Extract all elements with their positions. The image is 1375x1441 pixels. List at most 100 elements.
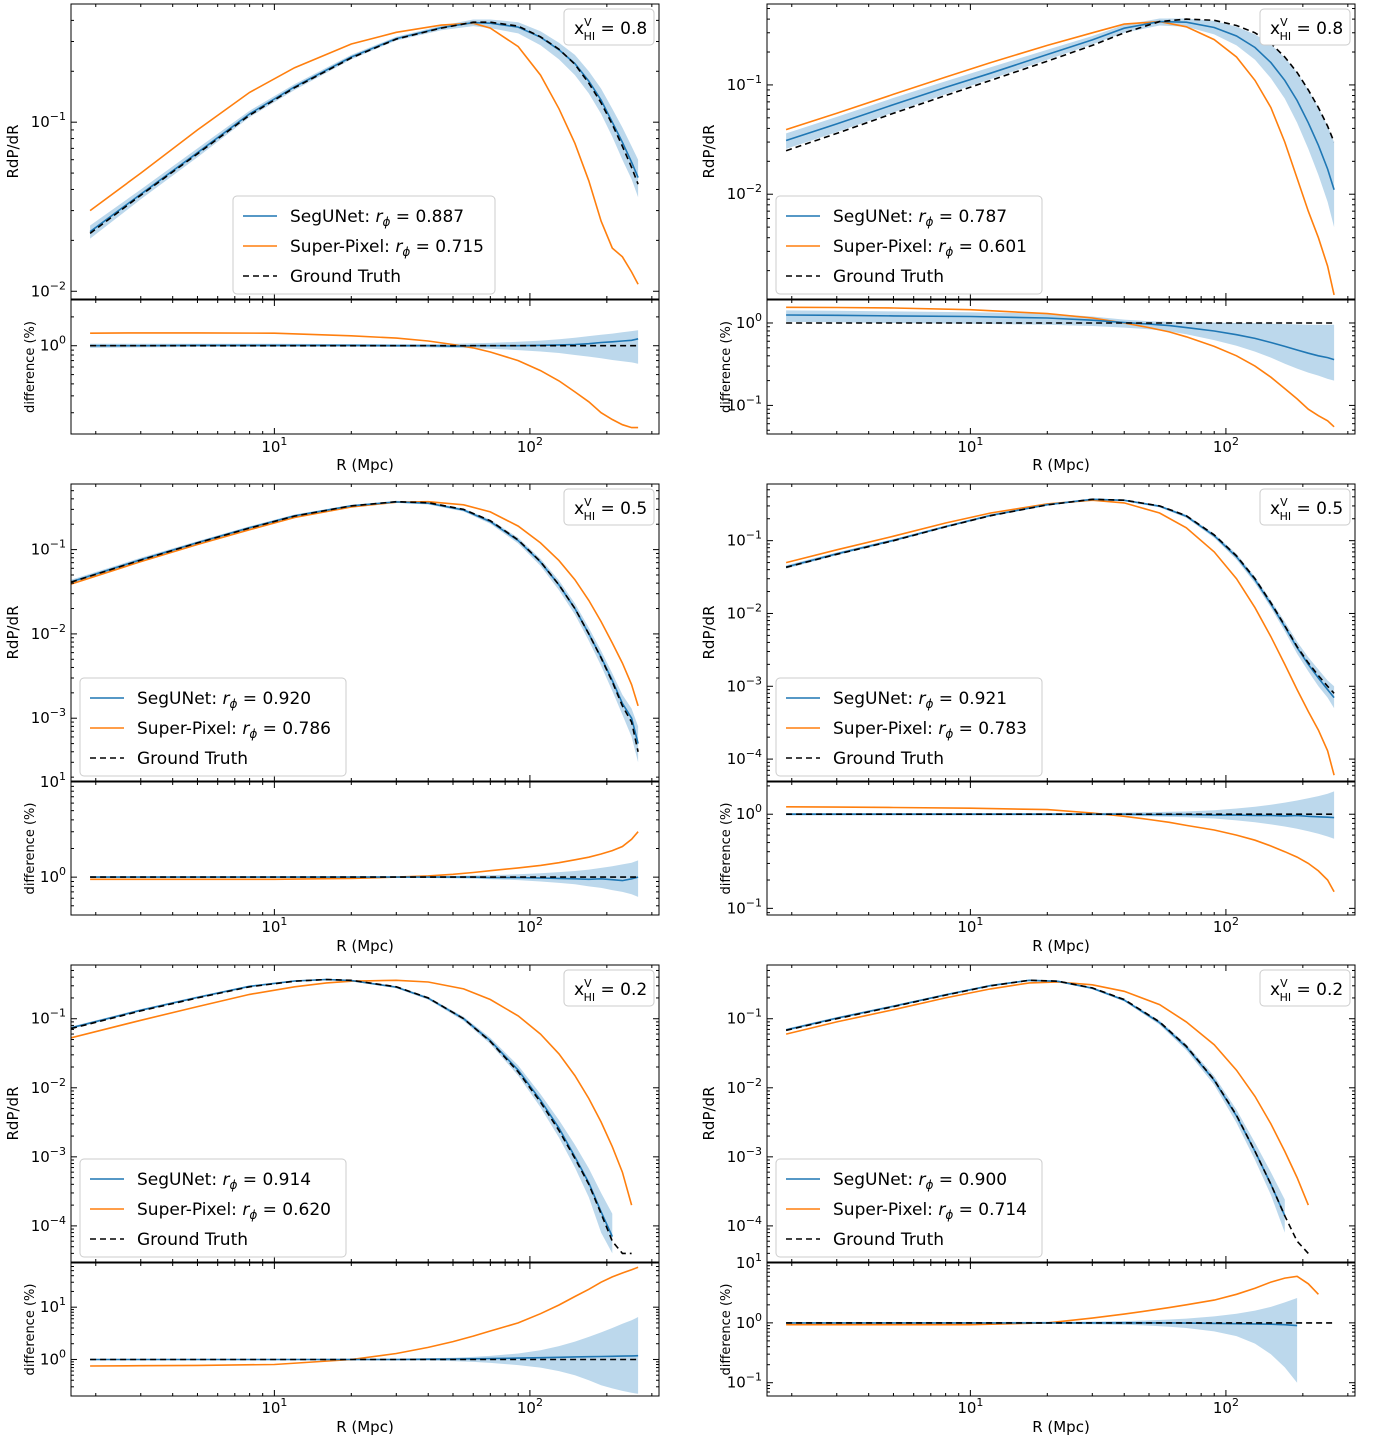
y-tick-label-top: 10−1	[727, 73, 762, 94]
y-tick-label-top: 10−1	[31, 1007, 66, 1028]
superpixel-line-top	[785, 499, 1335, 776]
axes-frame-top	[766, 3, 1356, 300]
legend-label-superpixel: Super-Pixel: rϕ = 0.601	[833, 237, 1027, 259]
y-axis-label-top: RdP/dR	[4, 606, 22, 660]
xhi-badge	[563, 969, 655, 1007]
y-tick-label-bottom: 100	[40, 865, 66, 886]
segunet-band-bottom	[90, 330, 639, 364]
panel-top-right: 101 102 10−2 10−1 10−1 100 R (Mpc) RdP/dR differ…	[700, 3, 1356, 474]
x-tick-label: 101	[957, 1396, 983, 1417]
truth-line-top	[71, 500, 639, 752]
segunet-band-bottom	[786, 310, 1335, 381]
y-tick-label-bottom: 10−1	[727, 1371, 762, 1392]
y-tick-label-top: 10−3	[727, 1145, 762, 1166]
y-tick-label-bottom: 101	[736, 1251, 762, 1272]
segunet-line-top	[785, 20, 1335, 190]
y-tick-label-top: 10−2	[727, 601, 762, 622]
superpixel-line-bottom	[90, 332, 639, 429]
y-tick-label-top: 10−4	[727, 747, 762, 768]
y-tick-label-bottom: 100	[736, 802, 762, 823]
segunet-line-bottom	[786, 314, 1335, 361]
xhi-badge-text: xV HI = 0.8	[1270, 16, 1343, 43]
legend-box	[775, 1158, 1043, 1258]
xhi-badge	[563, 488, 655, 526]
y-tick-label-top: 10−1	[31, 110, 66, 131]
legend: SegUNet: rϕ = 0.921 Super-Pixel: rϕ = 0.7…	[775, 677, 1043, 777]
y-tick-label-top: 10−3	[727, 674, 762, 695]
y-axis-label-bottom: difference (%)	[719, 1284, 734, 1376]
legend: SegUNet: rϕ = 0.920 Super-Pixel: rϕ = 0.7…	[79, 677, 347, 777]
legend: SegUNet: rϕ = 0.914 Super-Pixel: rϕ = 0.6…	[79, 1158, 347, 1258]
xhi-badge-text: xV HI = 0.8	[574, 16, 647, 43]
legend: SegUNet: rϕ = 0.900 Super-Pixel: rϕ = 0.7…	[775, 1158, 1043, 1258]
legend-label-segunet: SegUNet: rϕ = 0.920	[137, 689, 311, 711]
legend-label-superpixel: Super-Pixel: rϕ = 0.620	[137, 1200, 331, 1222]
x-axis-label: R (Mpc)	[1032, 1418, 1090, 1436]
xhi-badge-text: xV HI = 0.2	[1270, 977, 1343, 1004]
x-tick-label: 101	[261, 1396, 287, 1417]
y-axis-label-bottom: difference (%)	[23, 803, 38, 895]
truth-line-top	[71, 978, 632, 1255]
legend-label-segunet: SegUNet: rϕ = 0.887	[290, 207, 464, 229]
xhi-badge	[1259, 488, 1351, 526]
y-tick-label-bottom: 101	[40, 1295, 66, 1316]
panel-bottom-right: 101 102 10−4 10−3 10−2 10−1 10−1 100 101 R (Mpc) R…	[700, 964, 1356, 1436]
y-axis-label-bottom: difference (%)	[719, 321, 734, 413]
segunet-line-bottom	[90, 1354, 639, 1361]
panel-bottom-left: 101 102 10−4 10−3 10−2 10−1 100 101 R (Mpc) RdP/d…	[4, 964, 660, 1436]
y-tick-label-top: 10−4	[31, 1214, 66, 1235]
y-tick-label-bottom: 100	[736, 311, 762, 332]
x-tick-label: 101	[957, 435, 983, 456]
segunet-band-bottom	[786, 1298, 1298, 1383]
y-axis-label-bottom: difference (%)	[23, 1284, 38, 1376]
y-axis-label-top: RdP/dR	[4, 1087, 22, 1141]
legend-label-superpixel: Super-Pixel: rϕ = 0.714	[833, 1200, 1027, 1222]
axes-frame-top	[70, 964, 660, 1263]
y-tick-label-top: 10−1	[727, 1007, 762, 1028]
y-tick-label-top: 10−2	[31, 279, 66, 300]
x-axis-label: R (Mpc)	[336, 937, 394, 955]
truth-line-top	[89, 21, 639, 235]
legend-label-truth: Ground Truth	[137, 749, 248, 769]
legend-label-segunet: SegUNet: rϕ = 0.914	[137, 1170, 311, 1192]
x-tick-label: 101	[261, 915, 287, 936]
y-tick-label-bottom: 101	[40, 770, 66, 791]
superpixel-line-top	[71, 500, 639, 707]
axes-frame-bottom	[766, 781, 1356, 916]
panel-middle-right: 101 102 10−4 10−3 10−2 10−1 10−1 100 R (Mpc) RdP/…	[700, 483, 1356, 955]
axes-frame-bottom	[766, 1262, 1356, 1397]
y-tick-label-top: 10−2	[31, 622, 66, 643]
y-tick-label-bottom: 100	[40, 1347, 66, 1368]
superpixel-line-bottom	[786, 806, 1335, 893]
legend-label-superpixel: Super-Pixel: rϕ = 0.786	[137, 719, 331, 741]
y-tick-label-top: 10−1	[727, 529, 762, 550]
y-tick-label-top: 10−1	[31, 538, 66, 559]
x-tick-label: 102	[1213, 915, 1239, 936]
x-axis-label: R (Mpc)	[336, 1418, 394, 1436]
panel-top-left: 101 102 10−2 10−1 100 R (Mpc) RdP/dR difference…	[4, 3, 660, 474]
x-tick-label: 102	[1213, 435, 1239, 456]
panel-middle-left: 101 102 10−3 10−2 10−1 100 101 R (Mpc) RdP/dR dif…	[4, 483, 660, 955]
legend-label-segunet: SegUNet: rϕ = 0.787	[833, 207, 1007, 229]
x-tick-label: 102	[517, 1396, 543, 1417]
legend: SegUNet: rϕ = 0.787 Super-Pixel: rϕ = 0.6…	[775, 195, 1043, 295]
segunet-line-top	[89, 21, 639, 233]
y-tick-label-top: 10−2	[727, 182, 762, 203]
y-tick-label-top: 10−2	[727, 1076, 762, 1097]
legend-label-truth: Ground Truth	[833, 267, 944, 287]
superpixel-line-bottom	[786, 1275, 1319, 1326]
x-axis-label: R (Mpc)	[1032, 456, 1090, 474]
legend-label-superpixel: Super-Pixel: rϕ = 0.783	[833, 719, 1027, 741]
y-axis-label-top: RdP/dR	[4, 125, 22, 179]
legend-label-truth: Ground Truth	[833, 749, 944, 769]
legend-box	[79, 1158, 347, 1258]
superpixel-line-bottom	[90, 1266, 639, 1367]
x-tick-label: 102	[1213, 1396, 1239, 1417]
y-axis-label-top: RdP/dR	[700, 1087, 718, 1141]
y-tick-label-top: 10−3	[31, 1145, 66, 1166]
superpixel-line-top	[89, 22, 639, 285]
xhi-badge	[563, 8, 655, 46]
truth-line-top	[785, 979, 1309, 1254]
legend-box	[775, 195, 1043, 295]
